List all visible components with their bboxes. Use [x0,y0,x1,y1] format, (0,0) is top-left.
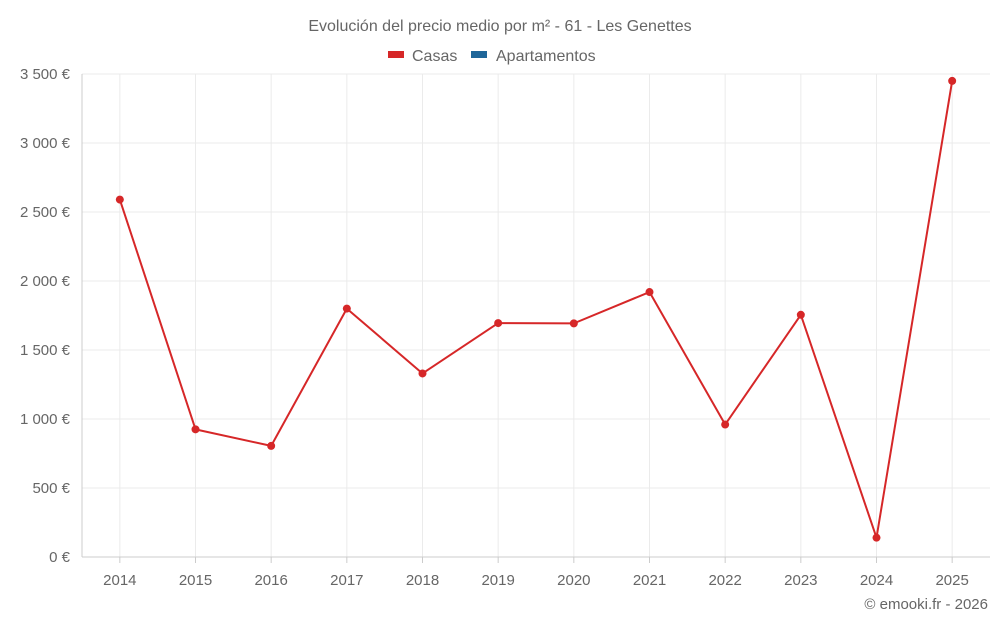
data-point-casas[interactable] [872,533,881,542]
data-point-casas[interactable] [569,319,578,328]
data-point-casas[interactable] [796,310,805,319]
y-tick-label: 500 € [32,480,70,497]
data-point-casas[interactable] [267,441,276,450]
x-tick-label: 2014 [103,572,136,589]
y-tick-label: 3 000 € [20,135,71,152]
x-tick-label: 2021 [633,572,666,589]
x-tick-label: 2018 [406,572,439,589]
data-point-casas[interactable] [494,319,503,328]
data-point-casas[interactable] [115,195,124,204]
data-point-casas[interactable] [418,369,427,378]
y-tick-label: 0 € [49,549,71,566]
y-tick-label: 3 500 € [20,66,71,83]
y-tick-label: 1 500 € [20,342,71,359]
y-tick-label: 2 500 € [20,204,71,221]
data-point-casas[interactable] [645,288,654,297]
legend-swatch-casas [388,51,404,58]
legend-label-apartamentos: Apartamentos [496,48,596,65]
credit-text: © emooki.fr - 2026 [864,596,988,613]
grid [82,73,990,557]
y-tick-label: 1 000 € [20,411,71,428]
data-point-casas[interactable] [721,420,730,429]
x-tick-label: 2019 [481,572,514,589]
legend-swatch-apartamentos [471,51,487,58]
data-point-casas[interactable] [191,425,200,434]
axes: 0 € 500 € 1 000 € 1 500 € 2 000 € 2 500 € 3 00… [20,66,990,589]
x-tick-label: 2016 [254,572,287,589]
x-tick-label: 2023 [784,572,817,589]
legend-label-casas: Casas [412,48,457,65]
x-tick-label: 2022 [708,572,741,589]
data-point-casas[interactable] [948,76,957,85]
legend: Casas Apartamentos [388,48,596,65]
x-tick-label: 2020 [557,572,590,589]
legend-item-apartamentos[interactable]: Apartamentos [471,48,596,65]
y-tick-label: 2 000 € [20,273,71,290]
x-tick-label: 2024 [860,572,893,589]
legend-item-casas[interactable]: Casas [388,48,457,65]
data-point-casas[interactable] [342,304,351,313]
x-tick-label: 2025 [935,572,968,589]
series-line-casas [118,80,954,539]
x-tick-label: 2015 [179,572,212,589]
series [115,76,957,542]
chart-title: Evolución del precio medio por m² - 61 -… [308,18,691,35]
x-tick-label: 2017 [330,572,363,589]
